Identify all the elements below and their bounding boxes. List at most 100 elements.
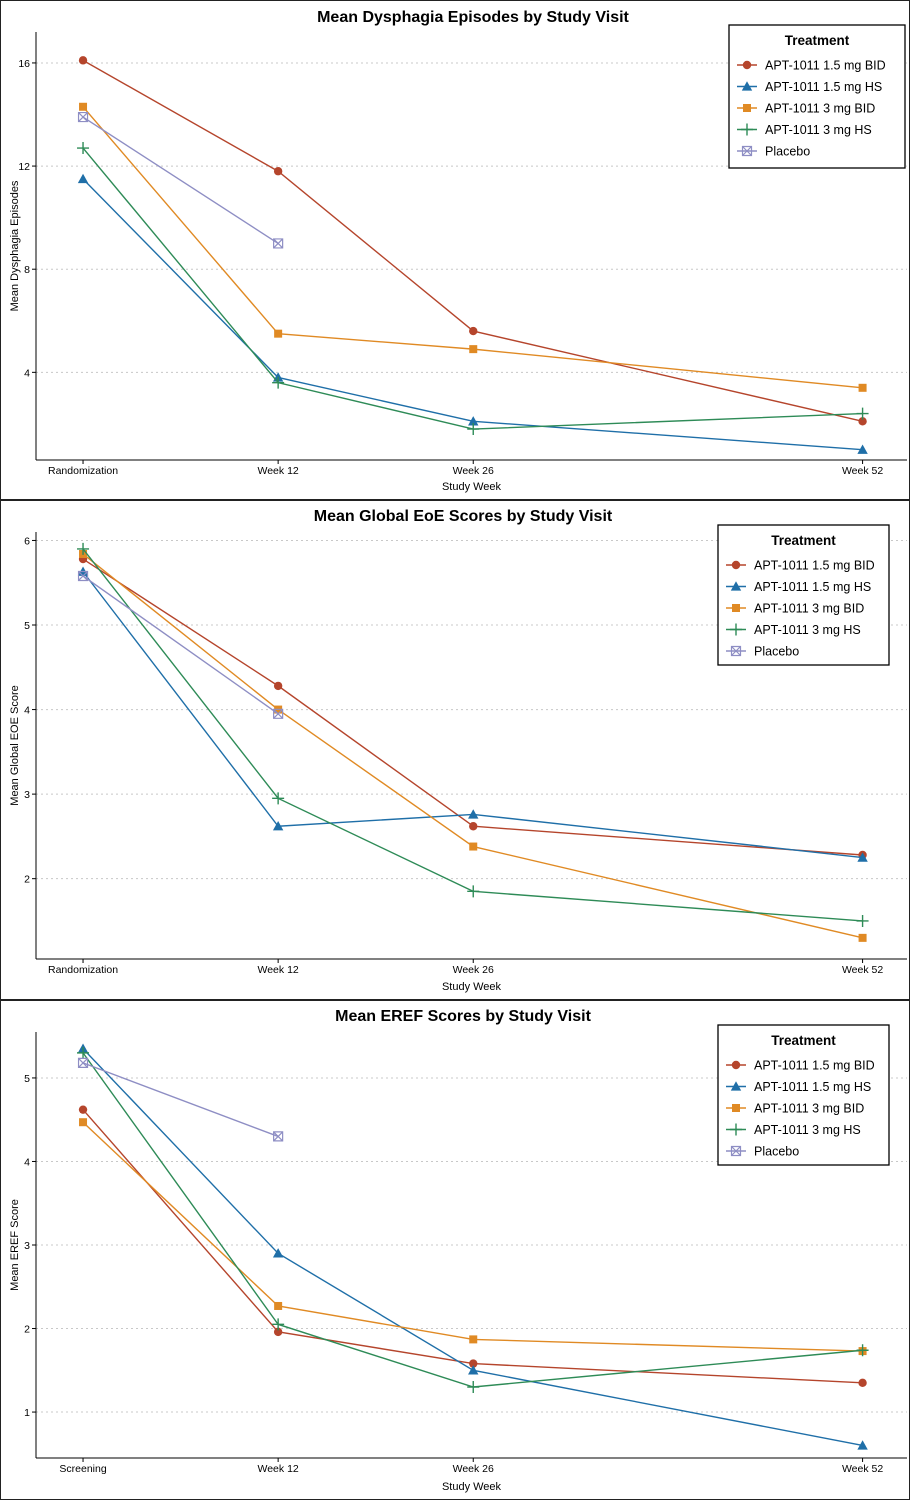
data-point: [467, 885, 480, 898]
legend-key-marker: [730, 1145, 742, 1157]
chart-dysphagia: Mean Dysphagia Episodes by Study Visit 4 8…: [9, 9, 907, 493]
legend-label: APT-1011 1.5 mg BID: [754, 559, 875, 573]
data-point: [857, 852, 868, 862]
x-tick-label: Week 26: [453, 465, 494, 477]
series-line: [82, 147, 863, 430]
legend-key-marker: [741, 123, 753, 136]
data-point: [272, 1248, 284, 1258]
legend-label: APT-1011 3 mg HS: [765, 123, 872, 137]
data-point: [468, 416, 479, 426]
x-tick-label: Week 12: [258, 964, 299, 976]
legend-key-marker: [732, 1104, 740, 1112]
data-point: [273, 1131, 284, 1142]
legend-label: APT-1011 3 mg HS: [754, 623, 861, 637]
data-point: [469, 326, 478, 336]
series-line: [82, 106, 863, 389]
data-point: [469, 1335, 478, 1344]
data-point: [77, 542, 90, 555]
series-line: [82, 571, 863, 859]
y-tick-label: 1: [24, 1407, 30, 1419]
legend-key-marker: [741, 81, 753, 91]
data-point: [273, 708, 284, 719]
data-point: [272, 821, 284, 831]
data-point: [272, 792, 285, 805]
data-point: [77, 173, 89, 184]
data-point: [273, 681, 283, 691]
data-point: [858, 417, 867, 426]
legend-key-marker: [742, 60, 752, 70]
y-axis-title: Mean EREF Score: [9, 1199, 21, 1291]
legend-key-marker: [743, 104, 751, 112]
data-point: [274, 329, 283, 338]
data-point: [469, 842, 478, 851]
data-point: [467, 1381, 480, 1393]
data-point: [468, 1365, 479, 1375]
y-tick-label: 3: [24, 789, 30, 801]
legend-box: [717, 524, 890, 666]
y-tick-label: 2: [24, 1324, 30, 1336]
legend-key-marker: [730, 581, 742, 591]
x-tick-label: Week 52: [842, 1463, 883, 1475]
legend-label: Placebo: [754, 1145, 799, 1159]
y-axis-title: Mean Global EOE Score: [9, 685, 21, 805]
x-tick-label: Week 12: [258, 465, 299, 477]
legend-box: [728, 24, 906, 169]
data-point: [858, 933, 867, 942]
legend-title: Treatment: [785, 33, 850, 48]
data-point: [79, 1118, 88, 1127]
y-tick-label: 8: [24, 264, 30, 276]
data-point: [469, 822, 478, 831]
chart-title: Mean Global EoE Scores by Study Visit: [314, 508, 613, 525]
y-tick-label: 3: [24, 1240, 30, 1252]
legend-label: Placebo: [754, 645, 799, 659]
chart-panel-eref: Mean EREF Scores by Study Visit 1 2 3 4 5 Scre…: [0, 1000, 910, 1500]
y-tick-label: 4: [24, 1156, 30, 1168]
x-tick-label: Week 12: [258, 1463, 299, 1475]
legend-label: APT-1011 1.5 mg BID: [754, 1059, 875, 1073]
legend-key-marker: [730, 623, 742, 636]
legend-title: Treatment: [771, 1033, 836, 1048]
data-point: [272, 1318, 285, 1331]
data-point: [467, 423, 480, 436]
data-point: [856, 1344, 869, 1357]
series-line: [82, 548, 863, 922]
data-point: [857, 444, 868, 454]
data-point: [274, 1301, 283, 1310]
legend-box: [717, 1024, 890, 1166]
data-point: [273, 238, 284, 249]
x-axis-title: Study Week: [442, 1481, 502, 1493]
legend-label: APT-1011 3 mg HS: [754, 1123, 861, 1137]
chart-panel-global-eoe: Mean Global EoE Scores by Study Visit 2 3 4…: [0, 500, 910, 1000]
x-tick-label: Screening: [59, 1463, 106, 1475]
x-axis-title: Study Week: [442, 481, 502, 493]
legend-key-marker: [732, 604, 740, 612]
chart-global-eoe: Mean Global EoE Scores by Study Visit 2 3 4…: [9, 508, 907, 993]
series-0: [78, 1105, 867, 1388]
series-line: [82, 59, 863, 423]
series-1: [77, 1043, 868, 1450]
legend-label: APT-1011 3 mg BID: [765, 102, 875, 116]
series-3: [77, 1046, 869, 1393]
legend-label: APT-1011 1.5 mg HS: [754, 1080, 871, 1094]
series-4: [77, 111, 284, 249]
legend-key-marker: [731, 1060, 741, 1070]
data-point: [858, 383, 867, 392]
x-tick-label: Week 52: [842, 465, 883, 477]
chart-title: Mean EREF Scores by Study Visit: [335, 1008, 591, 1025]
x-tick-label: Week 52: [842, 964, 883, 976]
legend-label: APT-1011 1.5 mg HS: [765, 80, 882, 94]
series-1: [77, 173, 868, 454]
legend-label: APT-1011 3 mg BID: [754, 602, 864, 616]
chart-title: Mean Dysphagia Episodes by Study Visit: [317, 9, 629, 26]
series-line: [82, 178, 863, 451]
series-3: [77, 542, 869, 927]
series-line: [82, 116, 279, 245]
series-0: [78, 56, 867, 426]
y-tick-label: 4: [24, 367, 30, 379]
legend-key-marker: [730, 1081, 742, 1091]
series-line: [82, 1062, 279, 1138]
legend-label: APT-1011 1.5 mg HS: [754, 580, 871, 594]
legend-key-marker: [731, 560, 741, 570]
x-tick-label: Week 26: [453, 964, 494, 976]
data-point: [856, 407, 869, 420]
